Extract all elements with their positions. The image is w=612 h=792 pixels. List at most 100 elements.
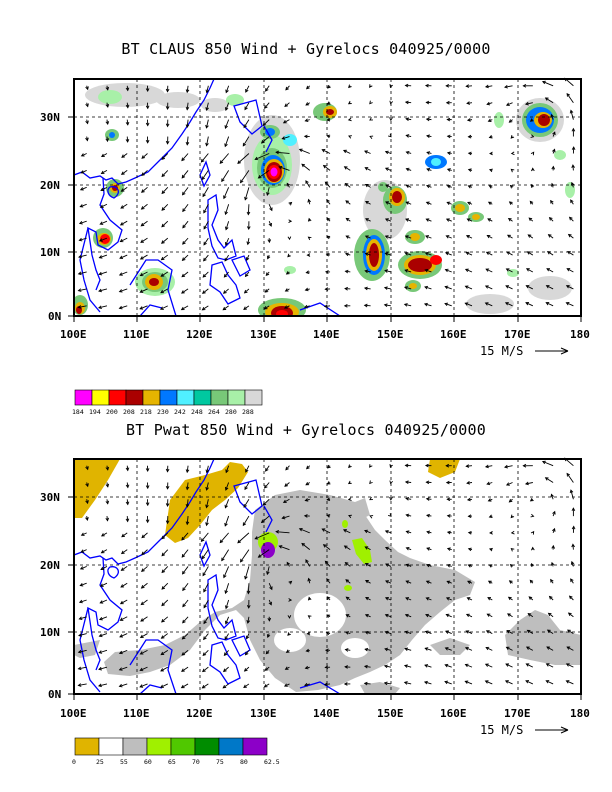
wind-arrow	[206, 465, 209, 473]
wind-arrow-head	[389, 84, 393, 88]
wind-arrow-head	[201, 306, 206, 311]
wind-arrow-head	[345, 614, 350, 618]
wind-arrow	[206, 119, 209, 128]
wind-arrow	[525, 302, 534, 307]
wind-arrow-head	[224, 125, 228, 129]
wind-arrow	[160, 666, 169, 672]
wind-arrow-head	[201, 685, 206, 689]
wind-arrow-head	[569, 109, 574, 114]
wind-arrow-head	[384, 546, 389, 551]
wind-arrow	[186, 85, 189, 93]
wind-arrow-head	[268, 222, 272, 227]
wind-arrow-head	[160, 289, 164, 294]
wind-arrow	[526, 663, 534, 668]
wind-arrow-head	[465, 235, 470, 239]
wind-arrow-head	[405, 201, 410, 205]
wind-arrow-head	[323, 682, 328, 687]
wind-arrow-head	[286, 182, 291, 187]
wind-arrow-head	[485, 268, 490, 272]
wind-arrow-head	[185, 106, 190, 111]
wind-arrow-head	[260, 519, 265, 524]
wind-arrow-head	[345, 200, 350, 204]
wind-arrow-head	[510, 168, 515, 173]
wind-arrow-head	[530, 151, 535, 156]
wind-arrow-head	[425, 100, 430, 105]
wind-arrow	[244, 566, 250, 579]
wind-arrow	[384, 287, 391, 290]
wind-arrow-head	[121, 533, 125, 538]
wind-arrow-head	[530, 183, 535, 188]
colorbar-label: 200	[106, 408, 118, 416]
wind-arrow-head	[120, 171, 125, 175]
colorbar-panel1: 184 194 200 208 218 230 242 248 264 280 288	[72, 389, 263, 416]
colorbar-label: 75	[216, 758, 224, 766]
wind-arrow	[344, 545, 351, 551]
wind-arrow-head	[240, 179, 244, 184]
wind-arrow-head	[570, 181, 575, 186]
wind-arrow	[566, 680, 574, 685]
wind-arrow-head	[246, 620, 251, 624]
wind-arrow	[99, 237, 108, 242]
wind-arrow-head	[222, 306, 227, 311]
wind-arrow-head	[364, 183, 369, 188]
wind-arrow-head	[141, 534, 146, 539]
wind-arrow-head	[571, 127, 576, 132]
wind-arrow-head	[485, 646, 490, 651]
wind-arrow-head	[105, 86, 110, 91]
wind-arrow-head	[484, 663, 489, 667]
wind-arrow-head	[85, 137, 89, 142]
wind-arrow	[140, 237, 148, 243]
wind-arrow	[225, 583, 230, 594]
wind-arrow-head	[510, 514, 515, 519]
wind-arrow-head	[525, 285, 530, 289]
wind-arrow-head	[305, 648, 310, 653]
wind-arrow	[404, 303, 412, 307]
wind-arrow-head	[527, 613, 532, 617]
wind-arrow	[247, 204, 250, 215]
wind-arrow	[141, 566, 148, 572]
wind-arrow-head	[306, 631, 311, 636]
wind-arrow-head	[77, 683, 82, 687]
wind-arrow-head	[445, 597, 450, 601]
wind-arrow	[119, 271, 128, 276]
wind-arrow-head	[181, 635, 186, 640]
colorbar-label: 288	[242, 408, 254, 416]
wind-arrow-head	[205, 469, 210, 474]
wind-arrow-head	[404, 235, 409, 239]
wind-arrow-head	[304, 287, 309, 292]
wind-arrow-head	[484, 680, 489, 684]
wind-arrow-head	[488, 168, 493, 173]
wind-arrow-head	[466, 497, 471, 502]
wind-arrow	[466, 85, 473, 87]
wind-arrow-head	[343, 166, 348, 170]
wind-arrow-head	[522, 83, 527, 88]
wind-arrow	[120, 237, 128, 243]
wind-arrow-head	[120, 584, 125, 588]
wind-arrow-head	[105, 121, 110, 126]
wind-arrow	[161, 170, 169, 177]
wind-arrow	[79, 237, 87, 241]
wind-arrow-head	[403, 681, 408, 685]
wind-arrow-head	[445, 100, 450, 105]
wind-arrow-head	[444, 285, 449, 290]
wind-arrow-head	[161, 618, 165, 623]
wind-arrow	[237, 532, 250, 544]
wind-arrow-head	[385, 563, 389, 567]
wind-arrow	[485, 663, 493, 668]
wind-arrow-head	[283, 683, 288, 687]
wind-arrow	[181, 532, 189, 541]
wind-arrow-head	[266, 255, 271, 260]
wind-arrow-head	[525, 646, 530, 650]
wind-arrow	[258, 549, 270, 558]
wind-arrow	[119, 633, 128, 638]
wind-arrow	[121, 153, 128, 158]
wind-arrow-head	[326, 596, 331, 600]
wind-arrow-head	[464, 680, 469, 684]
wind-arrow	[466, 465, 473, 467]
wind-arrow-head	[98, 683, 102, 688]
wind-arrow-head	[78, 220, 83, 225]
wind-arrow-head	[504, 84, 508, 89]
wind-arrow-head	[327, 84, 331, 89]
wind-arrow-head	[160, 256, 165, 261]
wind-arrow	[542, 81, 554, 87]
